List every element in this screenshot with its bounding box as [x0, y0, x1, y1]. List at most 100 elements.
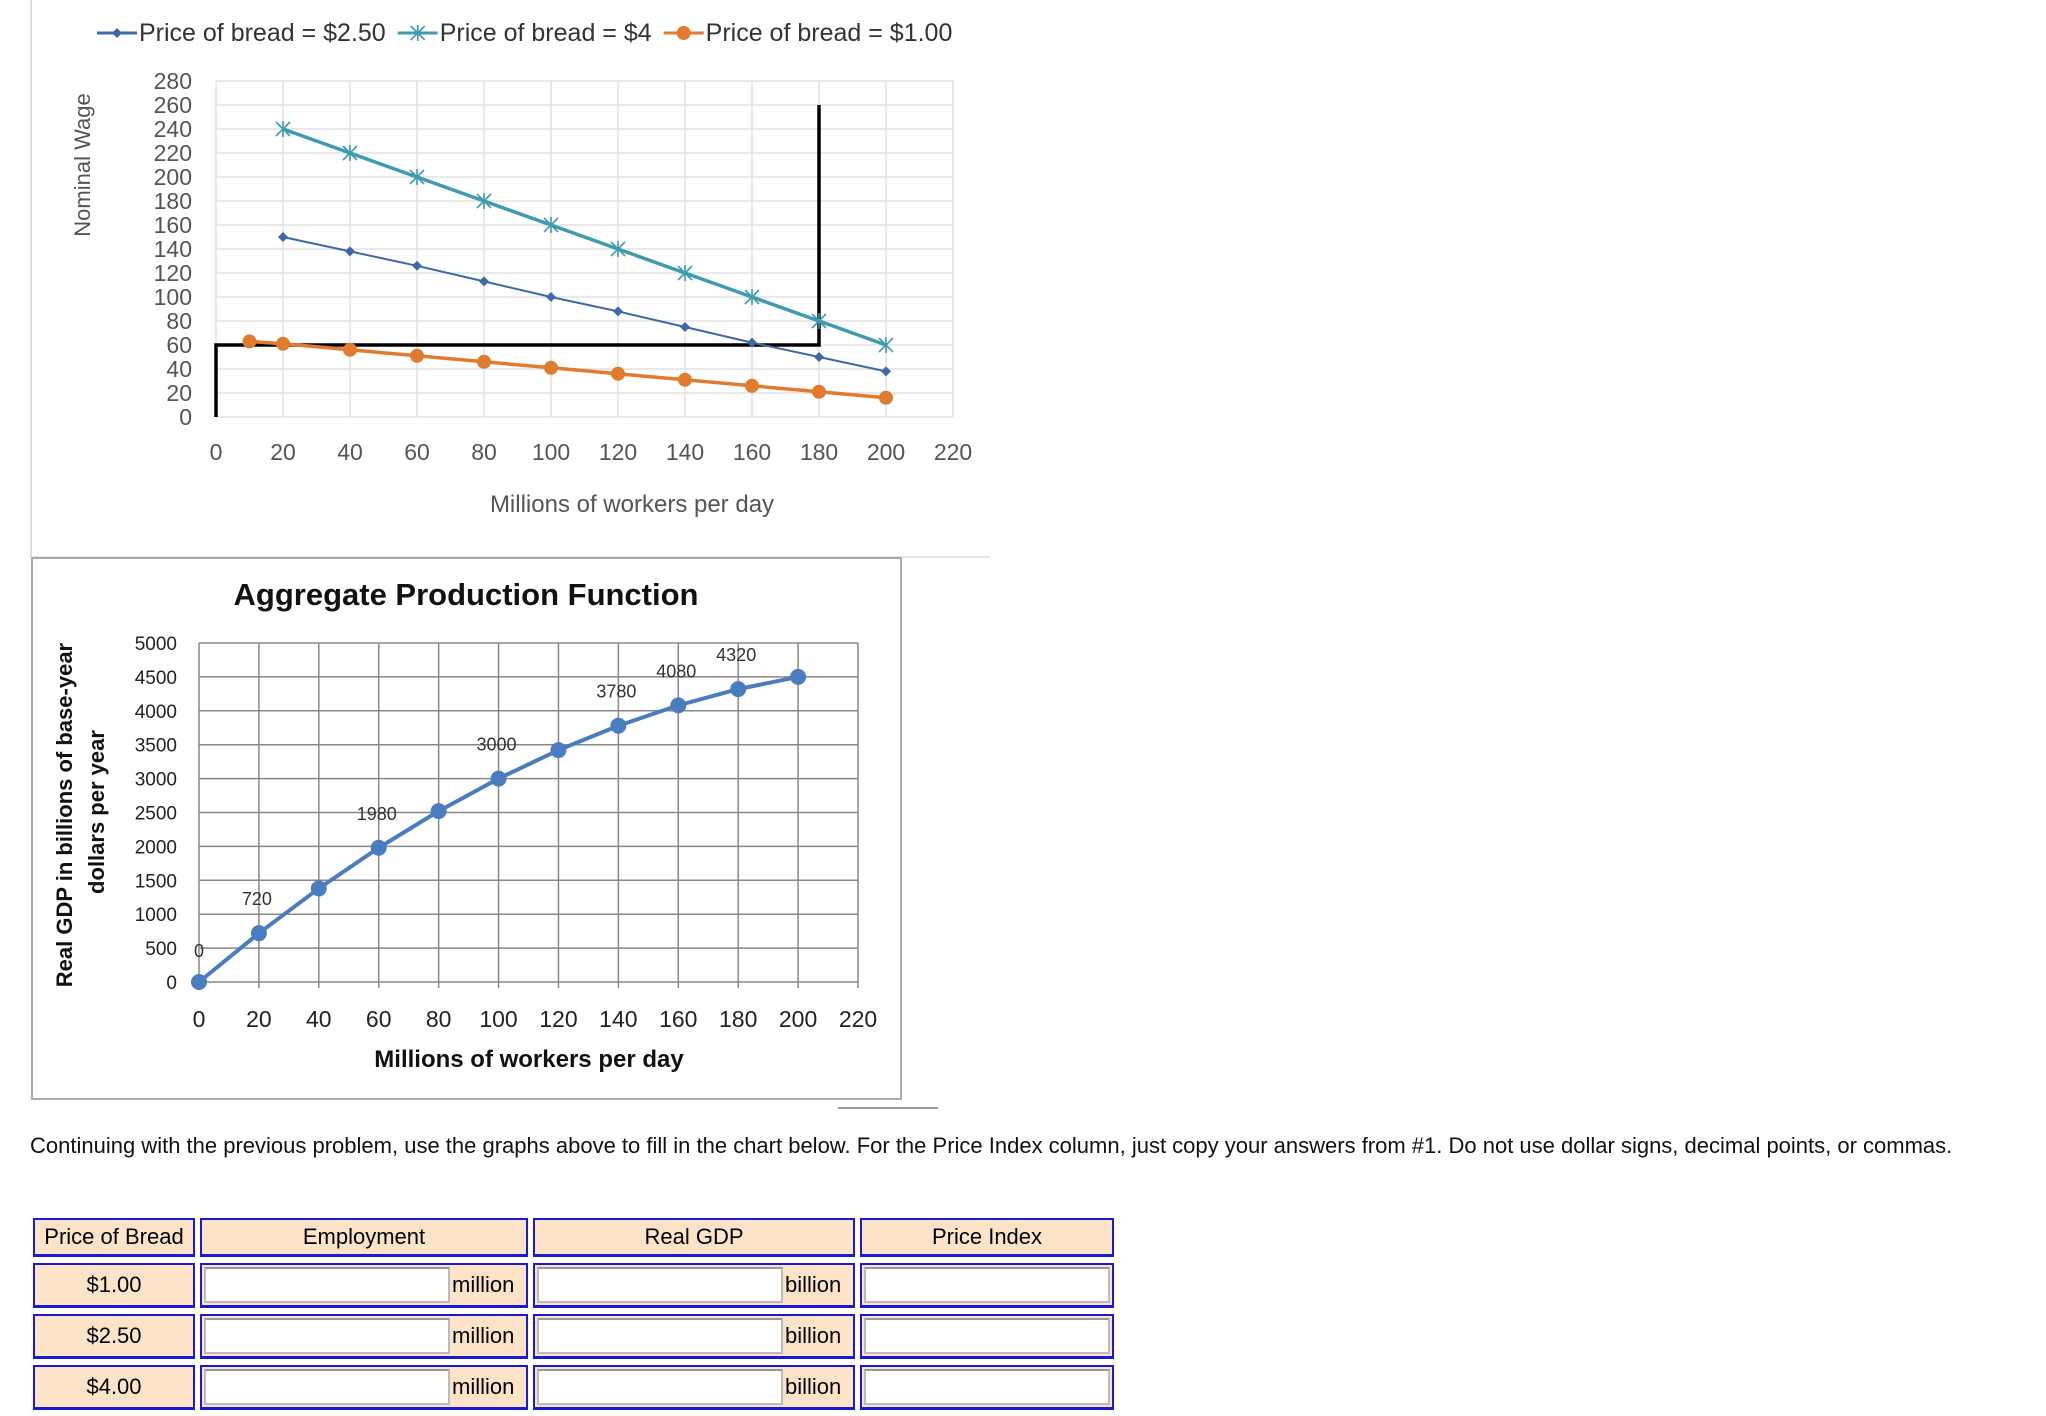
data-point — [370, 839, 387, 856]
data-point — [477, 354, 491, 369]
x-tick-label: 80 — [471, 439, 497, 465]
employment-input[interactable] — [204, 1267, 450, 1303]
legend-marker — [410, 25, 426, 41]
bottom-y-axis-label-line1: Real GDP in billions of base-year — [52, 642, 77, 987]
y-tick-label: 5000 — [135, 634, 177, 655]
data-point — [677, 265, 693, 281]
x-tick-label: 20 — [246, 1006, 272, 1032]
billion-unit: billion — [785, 1272, 842, 1297]
data-label: 1980 — [357, 804, 397, 824]
y-tick-label: 1500 — [135, 871, 177, 892]
data-point — [613, 306, 623, 317]
legend-marker — [112, 28, 122, 38]
price-index-cell — [860, 1314, 1114, 1359]
data-point — [479, 276, 489, 287]
x-tick-label: 140 — [599, 1006, 637, 1032]
top-legend: Price of bread = $2.50 Price of bread = $… — [97, 19, 952, 47]
y-tick-label: 100 — [154, 284, 192, 310]
data-label: 4080 — [656, 661, 696, 681]
data-label: 3000 — [477, 735, 517, 755]
x-tick-label: 80 — [426, 1006, 452, 1032]
y-tick-label: 180 — [154, 188, 192, 214]
gdp-cell: billion — [533, 1314, 855, 1359]
x-tick-label: 160 — [659, 1006, 697, 1032]
data-point — [879, 390, 893, 405]
data-point — [678, 372, 692, 387]
data-point — [670, 697, 687, 714]
y-tick-label: 120 — [154, 260, 192, 286]
employment-input[interactable] — [204, 1369, 450, 1405]
data-point — [342, 145, 358, 161]
x-tick-label: 180 — [719, 1006, 757, 1032]
x-tick-label: 220 — [839, 1006, 877, 1032]
price-index-input[interactable] — [864, 1318, 1110, 1354]
legend-label: Price of bread = $4 — [440, 19, 652, 47]
data-point — [610, 241, 626, 257]
series-line — [282, 127, 887, 347]
data-point — [747, 337, 757, 348]
price-cell: $1.00 — [33, 1263, 195, 1308]
real-gdp-input[interactable] — [537, 1318, 783, 1354]
gdp-cell: billion — [533, 1263, 855, 1308]
data-point — [490, 770, 507, 787]
million-unit: million — [452, 1374, 515, 1399]
y-tick-label: 200 — [154, 164, 192, 190]
charts-canvas: Price of bread = $2.50 Price of bread = $… — [30, 0, 990, 1109]
data-point — [544, 360, 558, 375]
x-tick-label: 100 — [479, 1006, 517, 1032]
data-point — [476, 193, 492, 209]
y-tick-label: 2000 — [135, 837, 177, 858]
x-tick-label: 120 — [599, 439, 637, 465]
data-point — [546, 292, 556, 302]
x-tick-label: 160 — [733, 439, 771, 465]
data-point — [814, 352, 824, 362]
data-label: 0 — [194, 941, 204, 961]
series-line — [282, 236, 887, 373]
gdp-cell: billion — [533, 1365, 855, 1410]
price-index-input[interactable] — [864, 1267, 1110, 1303]
price-index-input[interactable] — [864, 1369, 1110, 1405]
data-point — [191, 974, 207, 990]
employment-cell: million — [200, 1365, 528, 1410]
employment-input[interactable] — [204, 1318, 450, 1354]
table-header-row: Price of Bread Employment Real GDP Price… — [33, 1218, 1114, 1257]
real-gdp-input[interactable] — [537, 1369, 783, 1405]
x-tick-label: 40 — [306, 1006, 332, 1032]
data-label: 4320 — [716, 645, 756, 665]
data-point — [881, 366, 891, 377]
data-point — [343, 342, 357, 357]
data-point — [345, 246, 355, 257]
real-gdp-input[interactable] — [537, 1267, 783, 1303]
billion-unit: billion — [785, 1374, 842, 1399]
data-point — [310, 880, 327, 897]
price-index-cell — [860, 1263, 1114, 1308]
data-point — [812, 384, 826, 399]
data-point — [610, 717, 627, 734]
answer-table: Price of Bread Employment Real GDP Price… — [28, 1212, 1119, 1416]
x-tick-label: 0 — [193, 1006, 206, 1032]
y-tick-label: 140 — [154, 236, 192, 262]
x-tick-label: 200 — [779, 1006, 817, 1032]
data-point — [730, 681, 747, 698]
data-point — [430, 803, 447, 820]
data-point — [790, 668, 807, 685]
header-real-gdp: Real GDP — [533, 1218, 855, 1257]
y-tick-label: 40 — [166, 356, 192, 382]
data-point — [811, 313, 827, 329]
data-point — [550, 742, 567, 759]
y-tick-label: 260 — [154, 92, 192, 118]
top-x-axis-label: Millions of workers per day — [490, 491, 774, 518]
x-tick-label: 100 — [532, 439, 570, 465]
y-tick-label: 0 — [179, 404, 192, 430]
question-prompt: Continuing with the previous problem, us… — [30, 1133, 1953, 1158]
legend-marker — [676, 26, 691, 40]
employment-cell: million — [200, 1263, 528, 1308]
y-tick-label: 4000 — [135, 702, 177, 723]
y-tick-label: 240 — [154, 116, 192, 142]
price-index-cell — [860, 1365, 1114, 1410]
data-point — [242, 334, 257, 349]
bottom-y-axis-label: Real GDP in billions of base-year dollar… — [52, 637, 109, 988]
legend-label: Price of bread = $1.00 — [706, 19, 953, 47]
y-tick-label: 500 — [145, 939, 177, 960]
data-point — [276, 336, 290, 351]
